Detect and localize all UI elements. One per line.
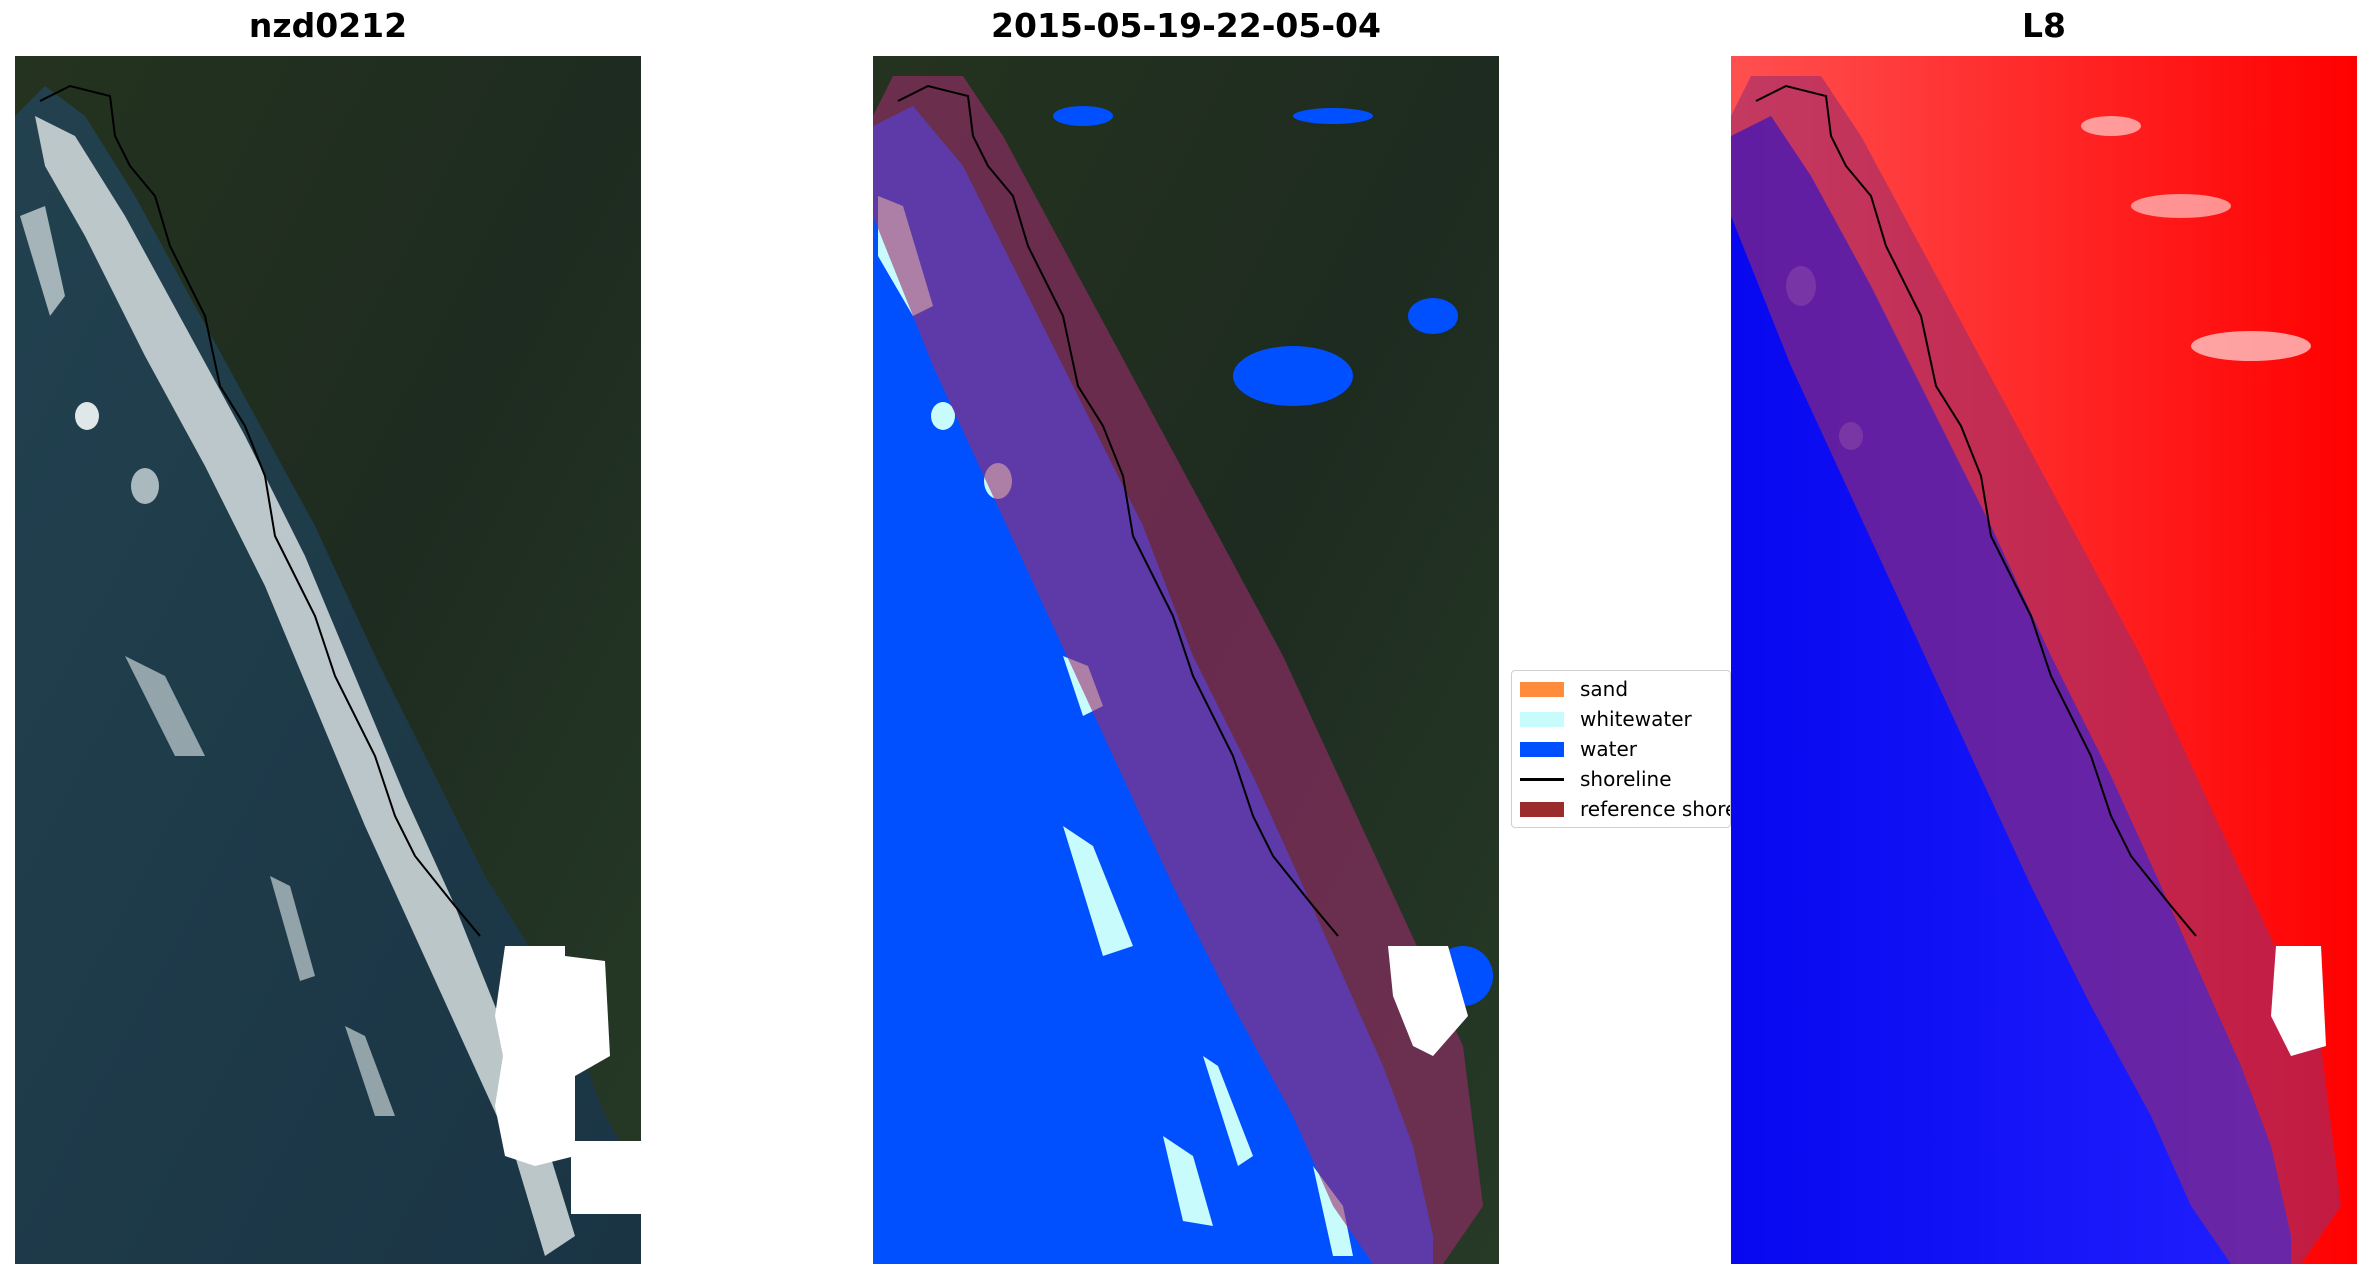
legend-label: water bbox=[1580, 737, 1637, 761]
whitewater-patch bbox=[75, 402, 99, 430]
water-class bbox=[1233, 346, 1353, 406]
shoreline bbox=[1755, 84, 2197, 937]
whitewater-swatch bbox=[1520, 711, 1564, 727]
index-image bbox=[1731, 56, 2357, 1264]
legend-item-shoreline: shoreline bbox=[1520, 767, 1672, 791]
whitewater-class bbox=[1203, 1056, 1253, 1166]
water-swatch bbox=[1520, 741, 1564, 757]
whitewater-patch bbox=[131, 468, 159, 504]
legend: sand whitewater water shoreline referenc… bbox=[1511, 670, 1731, 828]
cloud-mask-shape bbox=[495, 946, 610, 1166]
legend-label: reference shoreline buffer bbox=[1580, 797, 1730, 821]
whitewater-class bbox=[1163, 1136, 1213, 1226]
legend-label: shoreline bbox=[1580, 767, 1672, 791]
legend-label: sand bbox=[1580, 677, 1629, 701]
reference-shoreline-buffer bbox=[1731, 76, 2341, 1264]
panel-title-classified: 2015-05-19-22-05-04 bbox=[991, 6, 1381, 45]
cloud-mask-shape bbox=[2271, 946, 2326, 1056]
reference-shoreline-buffer bbox=[873, 76, 1483, 1264]
legend-item-whitewater: whitewater bbox=[1520, 707, 1692, 731]
panel-title-rgb: nzd0212 bbox=[248, 6, 408, 45]
whitewater-patch bbox=[20, 206, 65, 316]
whitewater-patch bbox=[270, 876, 315, 981]
rgb-image-panel bbox=[15, 56, 641, 1264]
shoreline bbox=[897, 84, 1339, 937]
water-class bbox=[1408, 298, 1458, 334]
whitewater-class bbox=[1063, 826, 1133, 956]
shoreline bbox=[39, 84, 481, 937]
classified-image bbox=[873, 56, 1499, 1264]
legend-item-water: water bbox=[1520, 737, 1637, 761]
whitewater-patch bbox=[345, 1026, 395, 1116]
water-class bbox=[1053, 106, 1113, 126]
legend-item-sand: sand bbox=[1520, 677, 1628, 701]
sand-swatch bbox=[1520, 681, 1564, 697]
rgb-image bbox=[15, 56, 641, 1264]
legend-label: whitewater bbox=[1580, 707, 1692, 731]
legend-item-reference-shoreline: reference shoreline buffer bbox=[1520, 797, 1730, 821]
whitewater-patch bbox=[125, 656, 205, 756]
panel-title-index: L8 bbox=[2022, 6, 2066, 45]
whitewater-class bbox=[931, 402, 955, 430]
index-image-panel bbox=[1731, 56, 2357, 1264]
index-texture bbox=[2081, 116, 2141, 136]
surf-zone bbox=[35, 116, 575, 1256]
classified-image-panel bbox=[873, 56, 1499, 1264]
water-class bbox=[1293, 108, 1373, 124]
whitewater-class bbox=[1313, 1166, 1353, 1256]
index-texture bbox=[2131, 194, 2231, 218]
reference-shoreline-swatch bbox=[1520, 801, 1564, 817]
cloud-mask-shape bbox=[1388, 946, 1468, 1056]
index-texture bbox=[2191, 331, 2311, 361]
shoreline-line-icon bbox=[1520, 777, 1564, 781]
cloud-mask-shape bbox=[571, 1141, 641, 1214]
